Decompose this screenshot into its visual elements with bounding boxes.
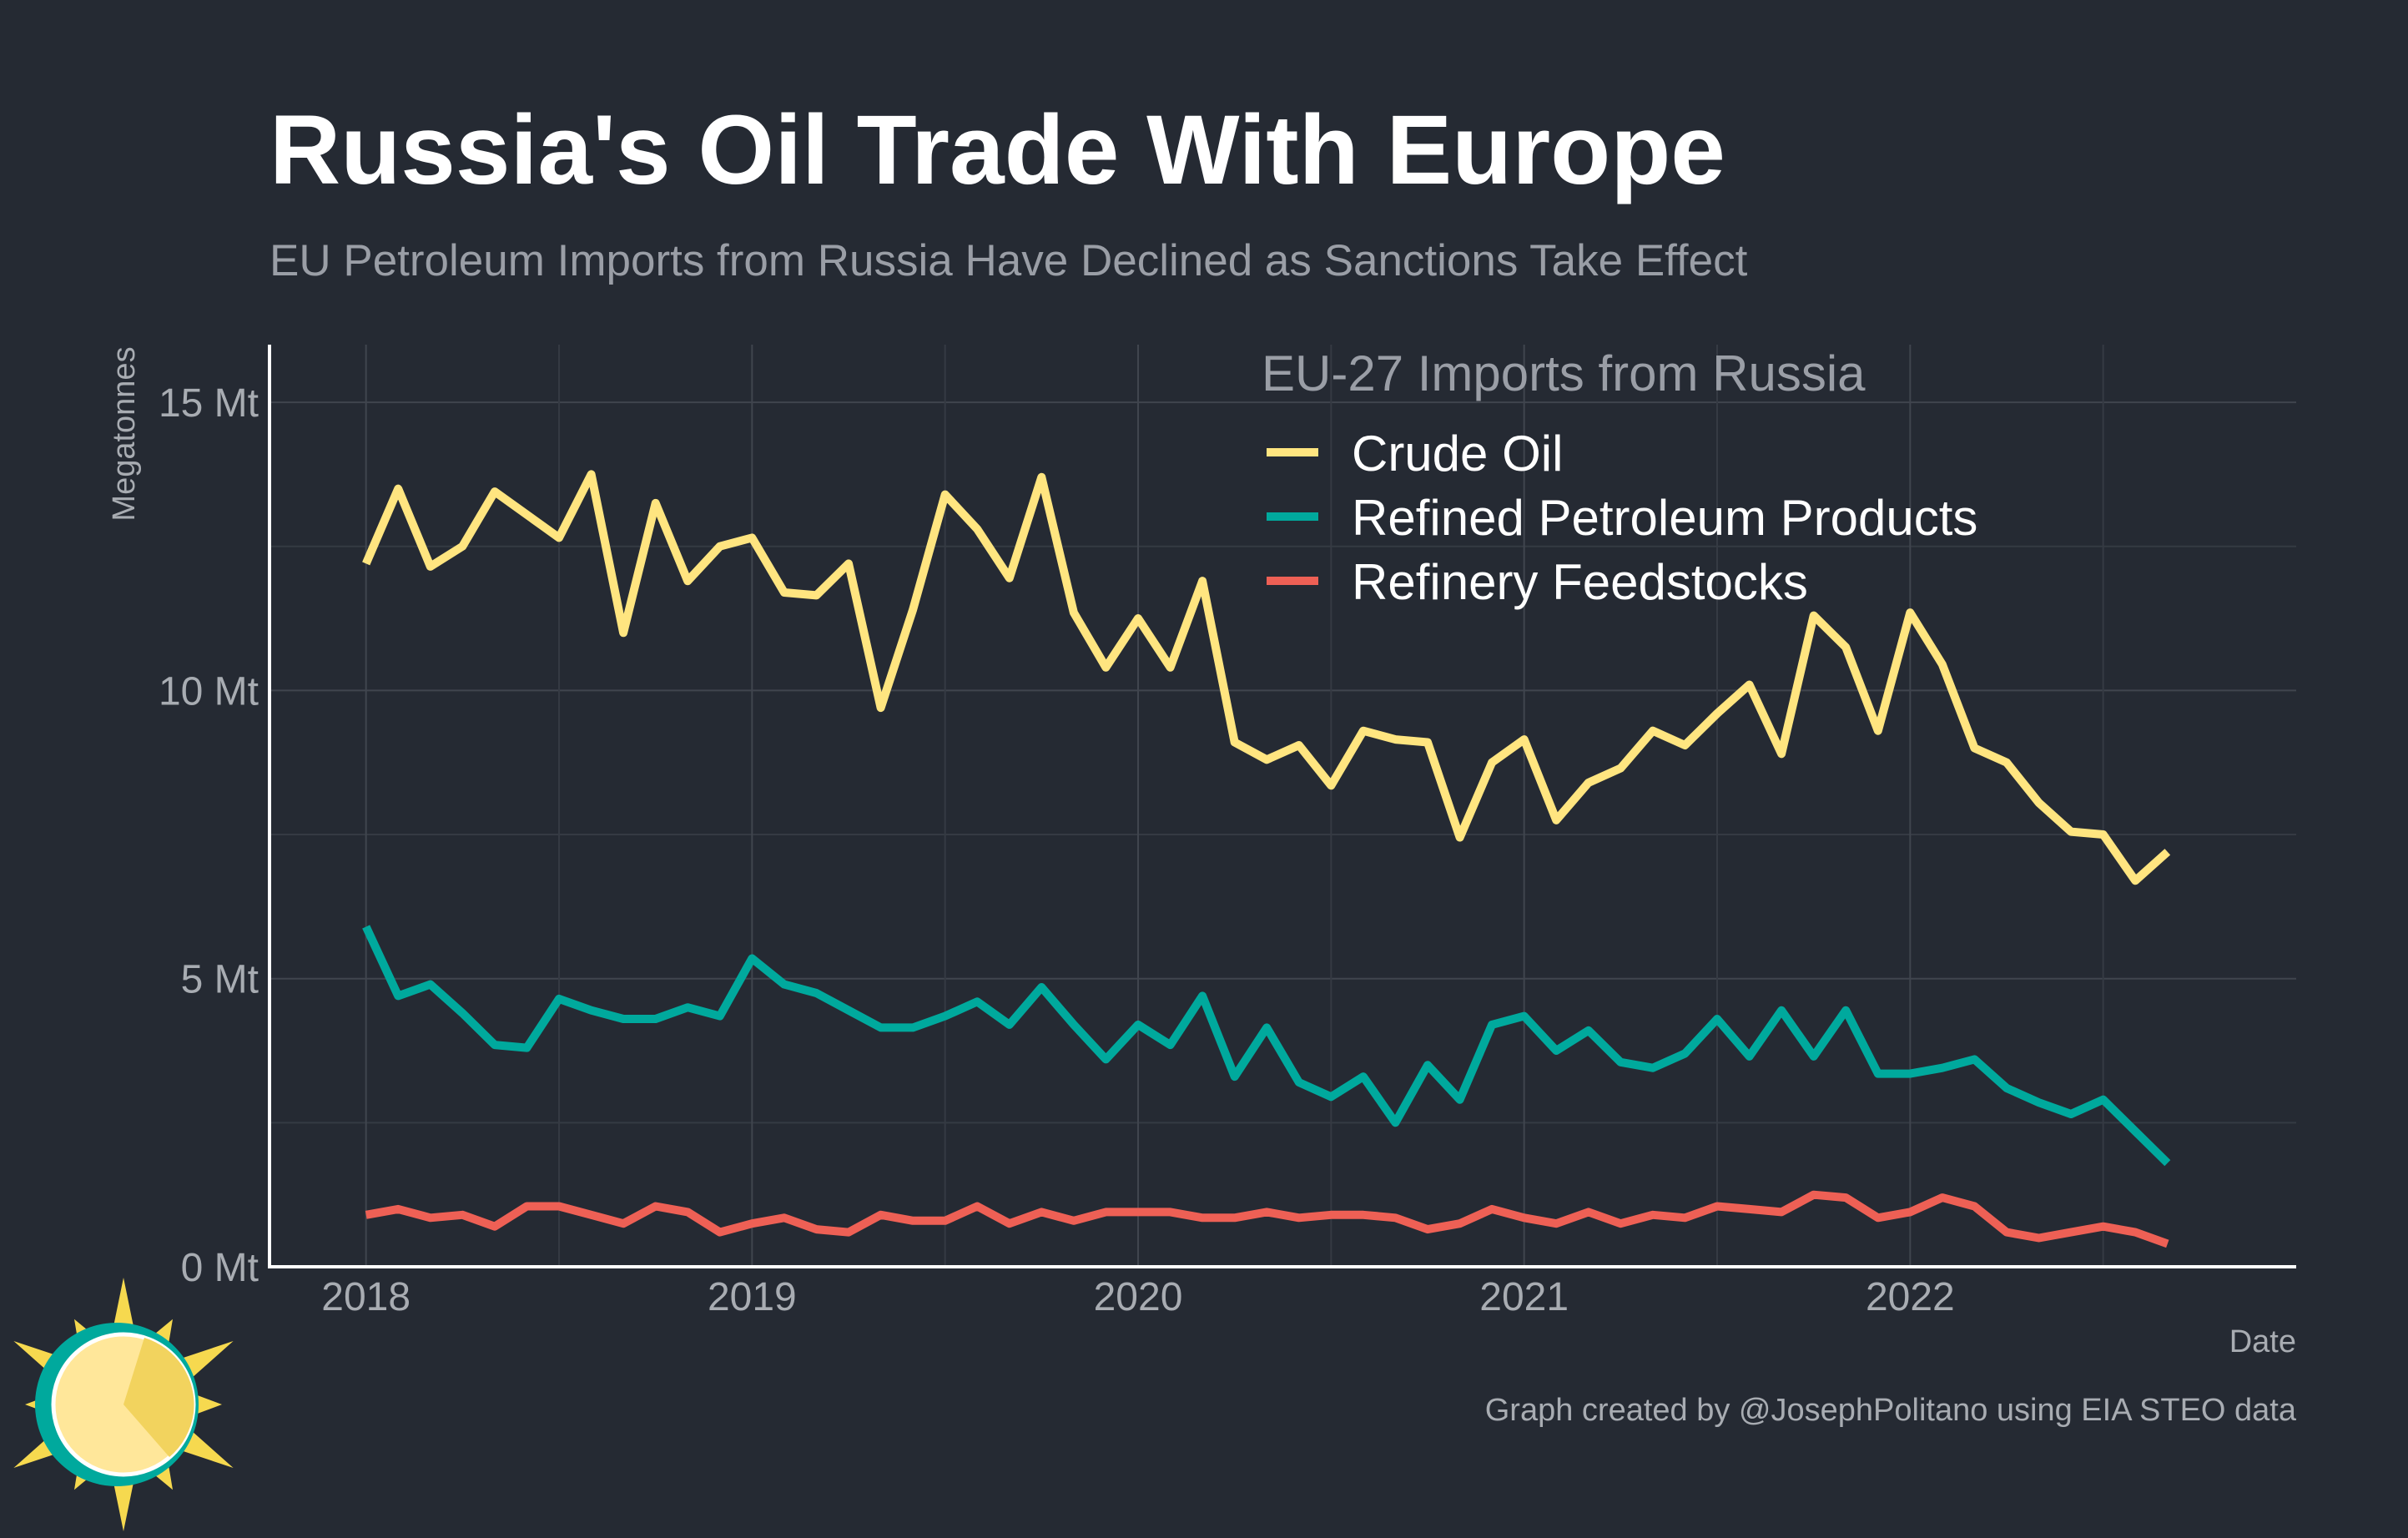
legend-title: EU-27 Imports from Russia (1262, 345, 1866, 401)
chart-subtitle: EU Petroleum Imports from Russia Have De… (270, 236, 1748, 285)
x-tick-label: 2020 (1094, 1275, 1183, 1319)
x-axis-ticks: 2018 2019 2020 2021 2022 (321, 1275, 1954, 1319)
legend-label-crude-oil: Crude Oil (1352, 426, 1563, 482)
y-tick-label: 15 Mt (159, 381, 259, 426)
y-tick-label: 5 Mt (181, 958, 259, 1002)
legend-label-refined-petroleum-products: Refined Petroleum Products (1352, 490, 1977, 546)
grid (270, 345, 2296, 1268)
y-tick-label: 10 Mt (159, 669, 259, 714)
sun-logo (13, 1278, 234, 1531)
series-line-refinery-feedstocks (365, 1190, 2169, 1248)
series-line-crude-oil (362, 470, 2171, 885)
series-line-refined-petroleum-products (362, 925, 2171, 1167)
y-axis-title: Megatonnes (107, 346, 142, 521)
legend: EU-27 Imports from Russia Crude Oil Refin… (1262, 345, 1977, 610)
x-tick-label: 2021 (1479, 1275, 1569, 1319)
x-tick-label: 2022 (1866, 1275, 1955, 1319)
y-tick-label: 0 Mt (181, 1246, 259, 1290)
plot-area: 0 Mt 5 Mt 10 Mt 15 Mt 2018 2019 2020 2021 2022 (159, 345, 2296, 1319)
caption: Graph created by @JosephPolitano using E… (1485, 1393, 2297, 1428)
x-axis-title: Date (2229, 1324, 2296, 1359)
legend-items: Crude Oil Refined Petroleum Products Refin… (1267, 426, 1977, 610)
x-tick-label: 2019 (708, 1275, 797, 1319)
series-lines (362, 470, 2171, 1248)
chart-title: Russia's Oil Trade With Europe (270, 95, 1725, 205)
legend-label-refinery-feedstocks: Refinery Feedstocks (1352, 554, 1808, 610)
x-tick-label: 2018 (321, 1275, 411, 1319)
y-axis-ticks: 0 Mt 5 Mt 10 Mt 15 Mt (159, 381, 259, 1290)
sun-shade-icon (123, 1338, 194, 1457)
